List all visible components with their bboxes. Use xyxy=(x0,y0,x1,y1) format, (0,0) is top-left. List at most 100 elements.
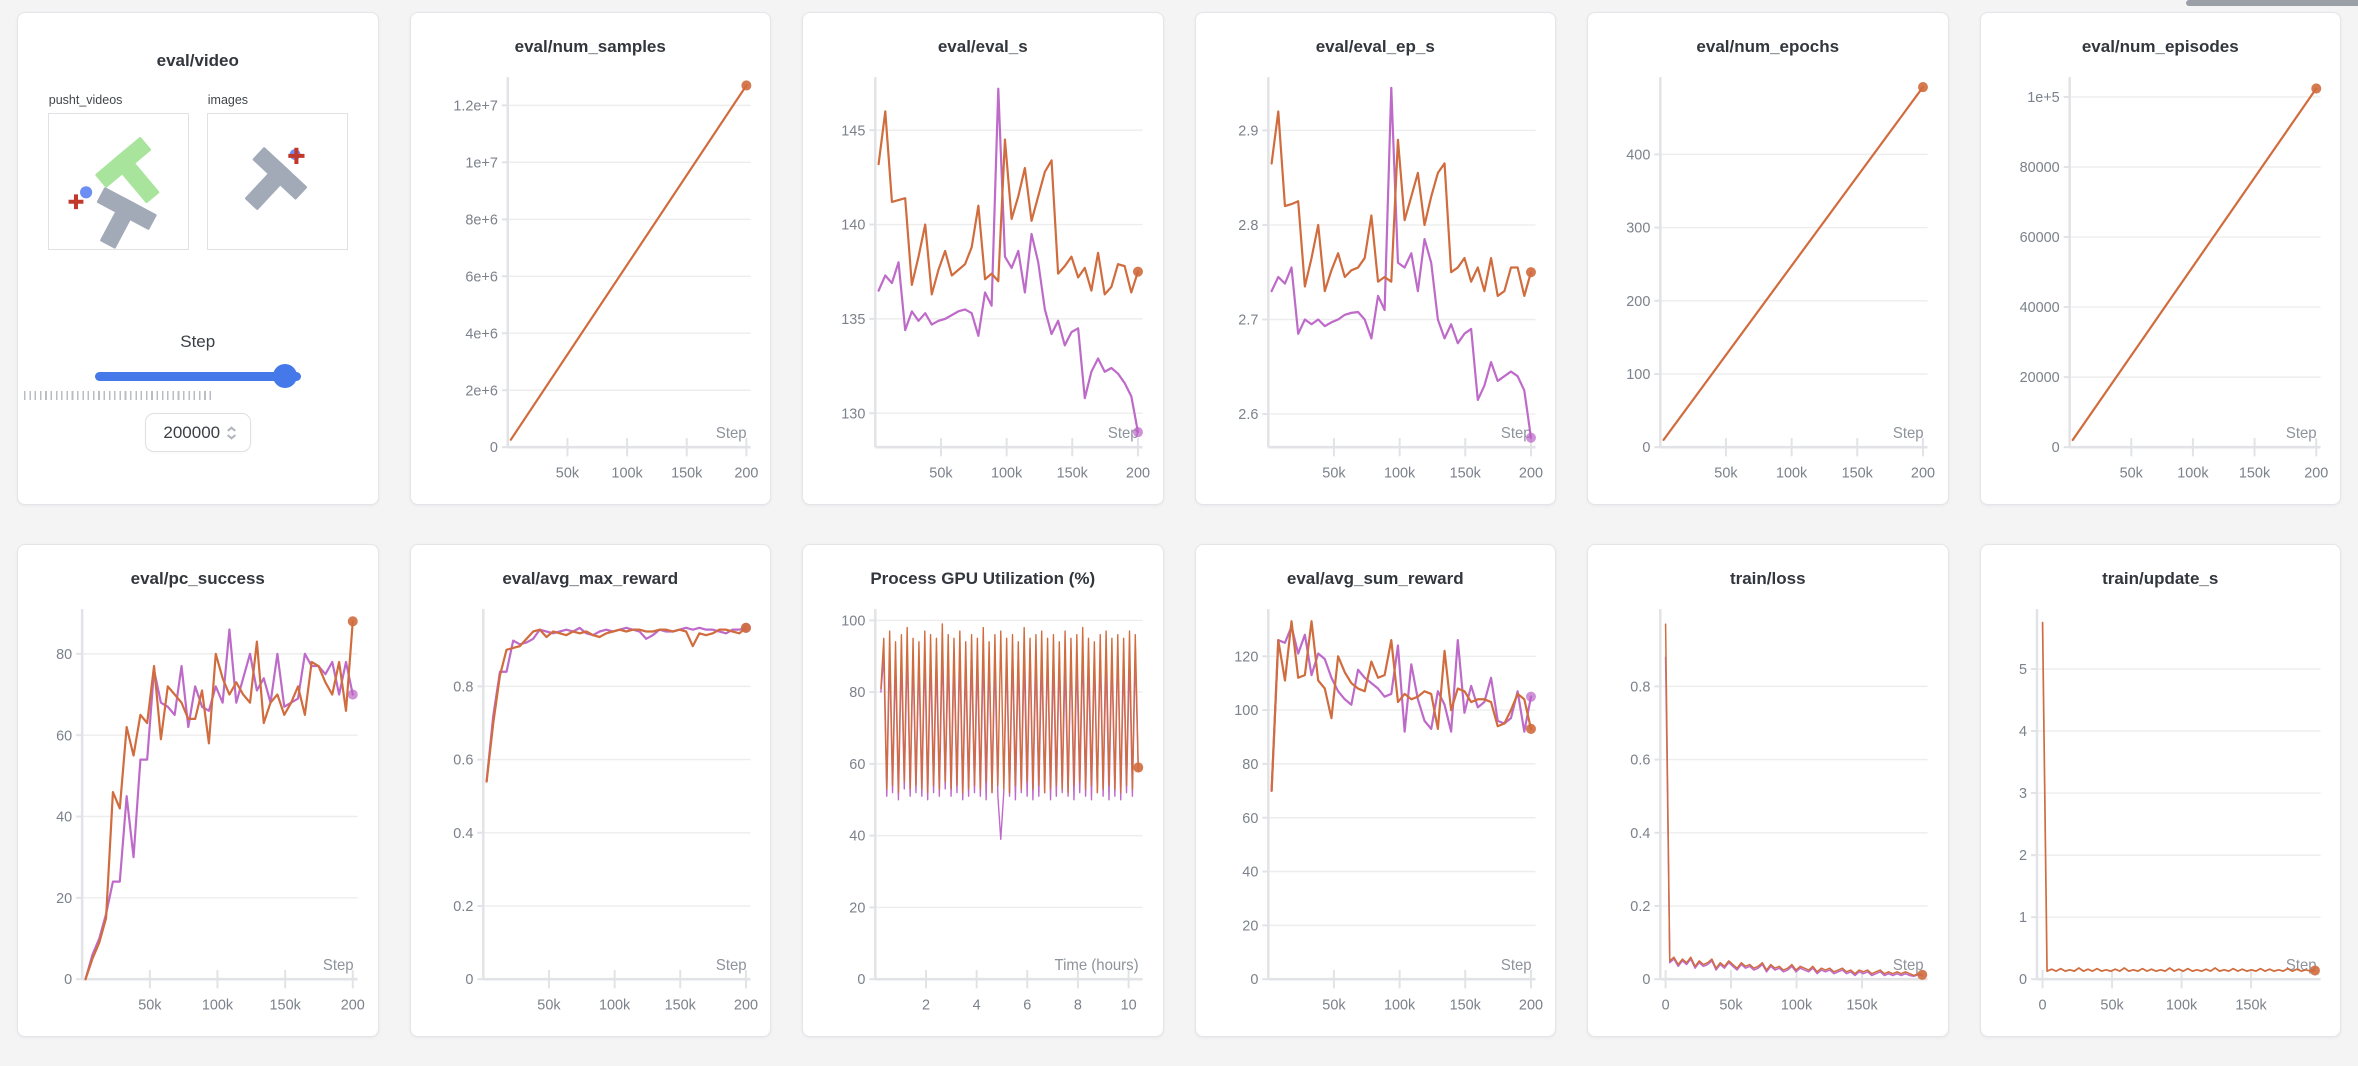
svg-text:120: 120 xyxy=(1234,649,1258,665)
chart-eval-eval-ep-s[interactable]: 2.6 2.7 2.8 2.9 50k 100k 150k 200 Step xyxy=(1204,69,1548,498)
svg-text:2.9: 2.9 xyxy=(1238,123,1258,139)
chart-title-train-update-s: train/update_s xyxy=(2102,569,2219,588)
chart-eval-avg-max-reward[interactable]: 0 0.2 0.4 0.6 0.8 50k 100k 150k 200 Step xyxy=(419,601,763,1030)
panel-eval-avg-sum-reward[interactable]: eval/avg_sum_reward 0 20 40 60 80 100 120 50k 10… xyxy=(1194,544,1556,1037)
svg-text:60: 60 xyxy=(849,757,865,773)
svg-text:100k: 100k xyxy=(991,466,1023,482)
svg-text:400: 400 xyxy=(1626,147,1650,163)
svg-text:0: 0 xyxy=(2051,440,2059,456)
svg-text:100k: 100k xyxy=(1383,466,1415,482)
svg-text:20000: 20000 xyxy=(2019,370,2059,386)
step-increment-icon[interactable] xyxy=(227,426,236,431)
pusht-video-thumbnail[interactable] xyxy=(47,113,189,250)
svg-text:150k: 150k xyxy=(671,466,703,482)
svg-text:Step: Step xyxy=(1500,957,1531,974)
chart-title-eval-pc-success: eval/pc_success xyxy=(130,569,265,588)
chart-eval-num-samples[interactable]: 0 2e+6 4e+6 6e+6 8e+6 1e+7 1.2e+7 50k 100k 150k 20… xyxy=(419,69,763,498)
svg-text:150k: 150k xyxy=(1846,998,1878,1014)
svg-text:0: 0 xyxy=(64,972,72,988)
svg-text:50k: 50k xyxy=(537,998,561,1014)
svg-text:Step: Step xyxy=(1893,425,1924,442)
images-scene-icon xyxy=(244,147,307,210)
panel-eval-pc-success[interactable]: eval/pc_success 0 20 40 60 80 50k 100k 150k 200 S… xyxy=(17,544,379,1037)
panel-train-loss[interactable]: train/loss 0 0.2 0.4 0.6 0.8 0 50k 100k 150k Step xyxy=(1587,544,1949,1037)
svg-text:1e+7: 1e+7 xyxy=(465,155,498,171)
panel-eval-eval-ep-s[interactable]: eval/eval_ep_s 2.6 2.7 2.8 2.9 50k 100k 150k 20… xyxy=(1194,12,1556,505)
chart-eval-pc-success[interactable]: 0 20 40 60 80 50k 100k 150k 200 Step xyxy=(26,601,370,1030)
panel-eval-video[interactable]: eval/video pusht_videos xyxy=(17,12,379,505)
svg-text:200: 200 xyxy=(1518,466,1542,482)
svg-text:0: 0 xyxy=(489,440,497,456)
svg-text:0: 0 xyxy=(1642,972,1650,988)
svg-text:130: 130 xyxy=(841,406,865,422)
chart-title-eval-num-epochs: eval/num_epochs xyxy=(1696,37,1840,56)
step-slider[interactable] xyxy=(94,364,301,388)
svg-text:2: 2 xyxy=(2019,848,2027,864)
panel-eval-avg-max-reward[interactable]: eval/avg_max_reward 0 0.2 0.4 0.6 0.8 50k 100k… xyxy=(409,544,771,1037)
chart-eval-eval-s[interactable]: 130 135 140 145 50k 100k 150k 200 Step xyxy=(811,69,1155,498)
svg-text:4: 4 xyxy=(2019,724,2027,740)
chart-train-update-s[interactable]: 0 1 2 3 4 5 0 50k 100k 150k Step xyxy=(1989,601,2333,1030)
svg-text:100k: 100k xyxy=(1776,466,1808,482)
svg-text:50k: 50k xyxy=(2119,466,2143,482)
chart-gpu-utilization[interactable]: 0 20 40 60 80 100 2 4 6 8 10 Time (hours) xyxy=(811,601,1155,1030)
step-spinner xyxy=(227,426,236,439)
images-thumbnail[interactable] xyxy=(206,113,348,250)
svg-text:1.2e+7: 1.2e+7 xyxy=(453,98,498,114)
svg-text:0.2: 0.2 xyxy=(453,899,473,915)
svg-text:Step: Step xyxy=(1893,957,1924,974)
chart-eval-num-episodes[interactable]: 0 20000 40000 60000 80000 1e+5 50k 100k 150k 200 S… xyxy=(1989,69,2333,498)
panel-eval-eval-s[interactable]: eval/eval_s 130 135 140 145 50k 100k 150k 200 St… xyxy=(802,12,1164,505)
svg-text:20: 20 xyxy=(1242,918,1258,934)
chart-eval-avg-sum-reward[interactable]: 0 20 40 60 80 100 120 50k 100k 150k 200 Step xyxy=(1204,601,1548,1030)
step-slider-track[interactable] xyxy=(94,372,301,381)
step-decrement-icon[interactable] xyxy=(227,434,236,439)
svg-text:0.6: 0.6 xyxy=(1630,753,1650,769)
svg-text:200: 200 xyxy=(2304,466,2328,482)
svg-text:50k: 50k xyxy=(1719,998,1743,1014)
svg-text:150k: 150k xyxy=(1842,466,1874,482)
svg-text:60: 60 xyxy=(56,728,72,744)
svg-text:Step: Step xyxy=(715,425,746,442)
media-thumbnails: pusht_videos xyxy=(47,93,348,250)
svg-text:0.8: 0.8 xyxy=(453,679,473,695)
svg-text:100k: 100k xyxy=(202,998,234,1014)
svg-text:50k: 50k xyxy=(2100,998,2124,1014)
panel-eval-num-epochs[interactable]: eval/num_epochs 0 100 200 300 400 50k 100k 150k… xyxy=(1587,12,1949,505)
svg-text:0: 0 xyxy=(1250,972,1258,988)
svg-text:0: 0 xyxy=(2038,998,2046,1014)
chart-title-eval-num-episodes: eval/num_episodes xyxy=(2081,37,2239,56)
panel-gpu-utilization[interactable]: Process GPU Utilization (%) 0 20 40 60 80 100… xyxy=(802,544,1164,1037)
svg-text:5: 5 xyxy=(2019,662,2027,678)
panel-eval-num-samples[interactable]: eval/num_samples 0 2e+6 4e+6 6e+6 8e+6 1e+7 1.… xyxy=(409,12,771,505)
chart-title-eval-eval-ep-s: eval/eval_ep_s xyxy=(1315,37,1435,56)
step-slider-thumb[interactable] xyxy=(272,364,297,388)
chart-title-eval-num-samples: eval/num_samples xyxy=(514,37,666,56)
svg-text:2.8: 2.8 xyxy=(1238,218,1258,234)
svg-text:Step: Step xyxy=(323,957,354,974)
chart-eval-num-epochs[interactable]: 0 100 200 300 400 50k 100k 150k 200 Step xyxy=(1596,69,1940,498)
svg-text:20: 20 xyxy=(56,891,72,907)
svg-text:200: 200 xyxy=(733,998,757,1014)
svg-text:200: 200 xyxy=(734,466,758,482)
svg-text:150k: 150k xyxy=(1449,998,1481,1014)
svg-text:6: 6 xyxy=(1023,998,1031,1014)
panel-eval-num-episodes[interactable]: eval/num_episodes 0 20000 40000 60000 80000 1… xyxy=(1979,12,2341,505)
svg-text:10: 10 xyxy=(1121,998,1137,1014)
svg-text:Step: Step xyxy=(1108,425,1139,442)
svg-text:200: 200 xyxy=(1626,294,1650,310)
step-input[interactable]: 200000 xyxy=(144,413,251,452)
svg-text:0: 0 xyxy=(1642,440,1650,456)
svg-text:6e+6: 6e+6 xyxy=(465,269,498,285)
svg-text:2.7: 2.7 xyxy=(1238,312,1258,328)
horizontal-scrollbar-thumb[interactable] xyxy=(2186,0,2358,6)
panel-train-update-s[interactable]: train/update_s 0 1 2 3 4 5 0 50k 100k 150k Step xyxy=(1979,544,2341,1037)
svg-text:150k: 150k xyxy=(664,998,696,1014)
svg-text:40: 40 xyxy=(849,829,865,845)
svg-text:150k: 150k xyxy=(1449,466,1481,482)
svg-text:200: 200 xyxy=(1518,998,1542,1014)
step-slider-label: Step xyxy=(180,332,216,351)
chart-title-gpu-utilization: Process GPU Utilization (%) xyxy=(870,569,1096,588)
svg-text:135: 135 xyxy=(841,312,865,328)
chart-train-loss[interactable]: 0 0.2 0.4 0.6 0.8 0 50k 100k 150k Step xyxy=(1596,601,1940,1030)
